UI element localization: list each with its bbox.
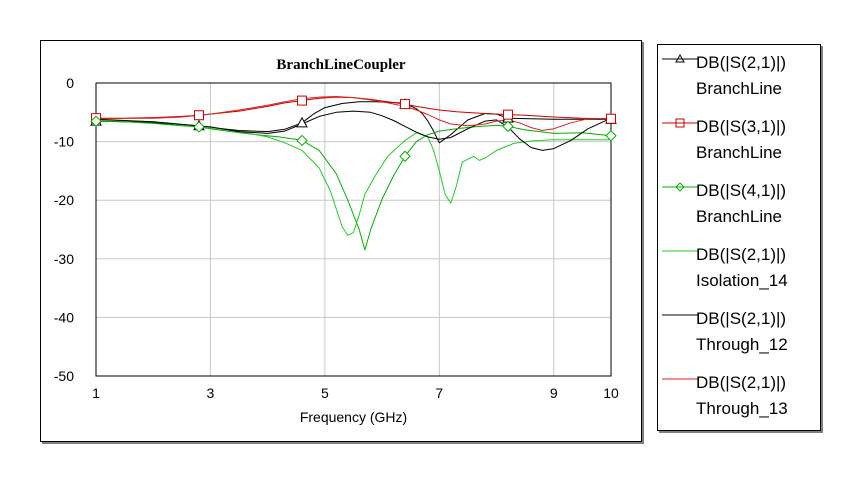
series-marker-2 bbox=[502, 120, 514, 133]
series-marker-1 bbox=[503, 109, 513, 120]
series-line-4 bbox=[95, 110, 612, 151]
series-marker-1 bbox=[400, 99, 410, 110]
y-tick-label: -30 bbox=[54, 251, 74, 267]
legend-label: DB(|S(3,1)|) bbox=[696, 117, 787, 136]
legend-entry-isolation-14: DB(|S(2,1)|) Isolation_14 bbox=[658, 239, 820, 301]
plot-frame bbox=[95, 82, 612, 377]
chart-title: BranchLineCoupler bbox=[276, 57, 406, 73]
legend-sublabel: BranchLine bbox=[696, 207, 783, 226]
x-tick-label: 7 bbox=[435, 385, 443, 401]
series-line-3 bbox=[95, 119, 611, 236]
legend: DB(|S(2,1)|) BranchLine DB(|S(3,1)|) Bra… bbox=[657, 44, 821, 431]
x-axis-label: Frequency (GHz) bbox=[299, 409, 408, 425]
y-tick-label: -50 bbox=[54, 368, 74, 384]
legend-sublabel: Isolation_14 bbox=[696, 271, 788, 290]
legend-swatch-diamond-icon bbox=[662, 182, 698, 192]
legend-label: DB(|S(4,1)|) bbox=[696, 181, 787, 200]
legend-swatch-triangle-icon bbox=[662, 53, 698, 63]
legend-label: DB(|S(2,1)|) bbox=[696, 373, 787, 392]
x-tick-label: 5 bbox=[321, 385, 329, 401]
legend-label: DB(|S(2,1)|) bbox=[696, 309, 787, 328]
x-tick-label: 1 bbox=[92, 385, 100, 401]
series-marker-2 bbox=[296, 134, 308, 147]
x-tick-label: 10 bbox=[603, 385, 619, 401]
y-tick-label: 0 bbox=[66, 75, 74, 91]
legend-sublabel: Through_12 bbox=[696, 335, 788, 354]
y-tick-label: -10 bbox=[54, 134, 74, 150]
series-line-2 bbox=[95, 120, 612, 251]
legend-swatch-line-icon bbox=[662, 314, 698, 316]
legend-entry-through-13: DB(|S(2,1)|) Through_13 bbox=[658, 367, 820, 429]
legend-swatch-square-icon bbox=[662, 118, 698, 128]
series-marker-2 bbox=[399, 150, 411, 162]
legend-label: DB(|S(2,1)|) bbox=[696, 245, 787, 264]
legend-entry-s41-branchline: DB(|S(4,1)|) BranchLine bbox=[658, 175, 820, 237]
legend-entry-through-12: DB(|S(2,1)|) Through_12 bbox=[658, 303, 820, 365]
series-marker-1 bbox=[606, 113, 616, 124]
x-tick-label: 3 bbox=[207, 385, 215, 401]
series-line-1 bbox=[96, 96, 612, 120]
legend-sublabel: BranchLine bbox=[696, 79, 783, 98]
x-tick-label: 9 bbox=[550, 385, 558, 401]
legend-swatch-line-icon bbox=[662, 378, 698, 380]
legend-entry-s31-branchline: DB(|S(3,1)|) BranchLine bbox=[658, 111, 820, 173]
legend-sublabel: Through_13 bbox=[696, 399, 788, 418]
legend-sublabel: BranchLine bbox=[696, 143, 783, 162]
y-tick-label: -40 bbox=[54, 309, 74, 325]
series-marker-1 bbox=[297, 95, 307, 106]
chart-panel: 1 3 5 7 9 10 0 -10 -20 -30 -40 -50 BranchLineCouple… bbox=[40, 40, 642, 442]
series-marker-2 bbox=[90, 115, 102, 127]
series-marker-2 bbox=[605, 130, 617, 142]
legend-swatch-line-icon bbox=[662, 250, 698, 252]
series-marker-0 bbox=[296, 116, 308, 128]
series-marker-1 bbox=[194, 110, 204, 121]
series-line-0 bbox=[95, 101, 611, 144]
plot-area: 1 3 5 7 9 10 0 -10 -20 -30 -40 -50 bbox=[54, 75, 619, 401]
series-marker-2 bbox=[193, 121, 205, 133]
y-tick-label: -20 bbox=[54, 192, 74, 208]
legend-label: DB(|S(2,1)|) bbox=[696, 53, 787, 72]
series-line-5 bbox=[95, 96, 612, 131]
legend-entry-s21-branchline: DB(|S(2,1)|) BranchLine bbox=[658, 47, 820, 109]
